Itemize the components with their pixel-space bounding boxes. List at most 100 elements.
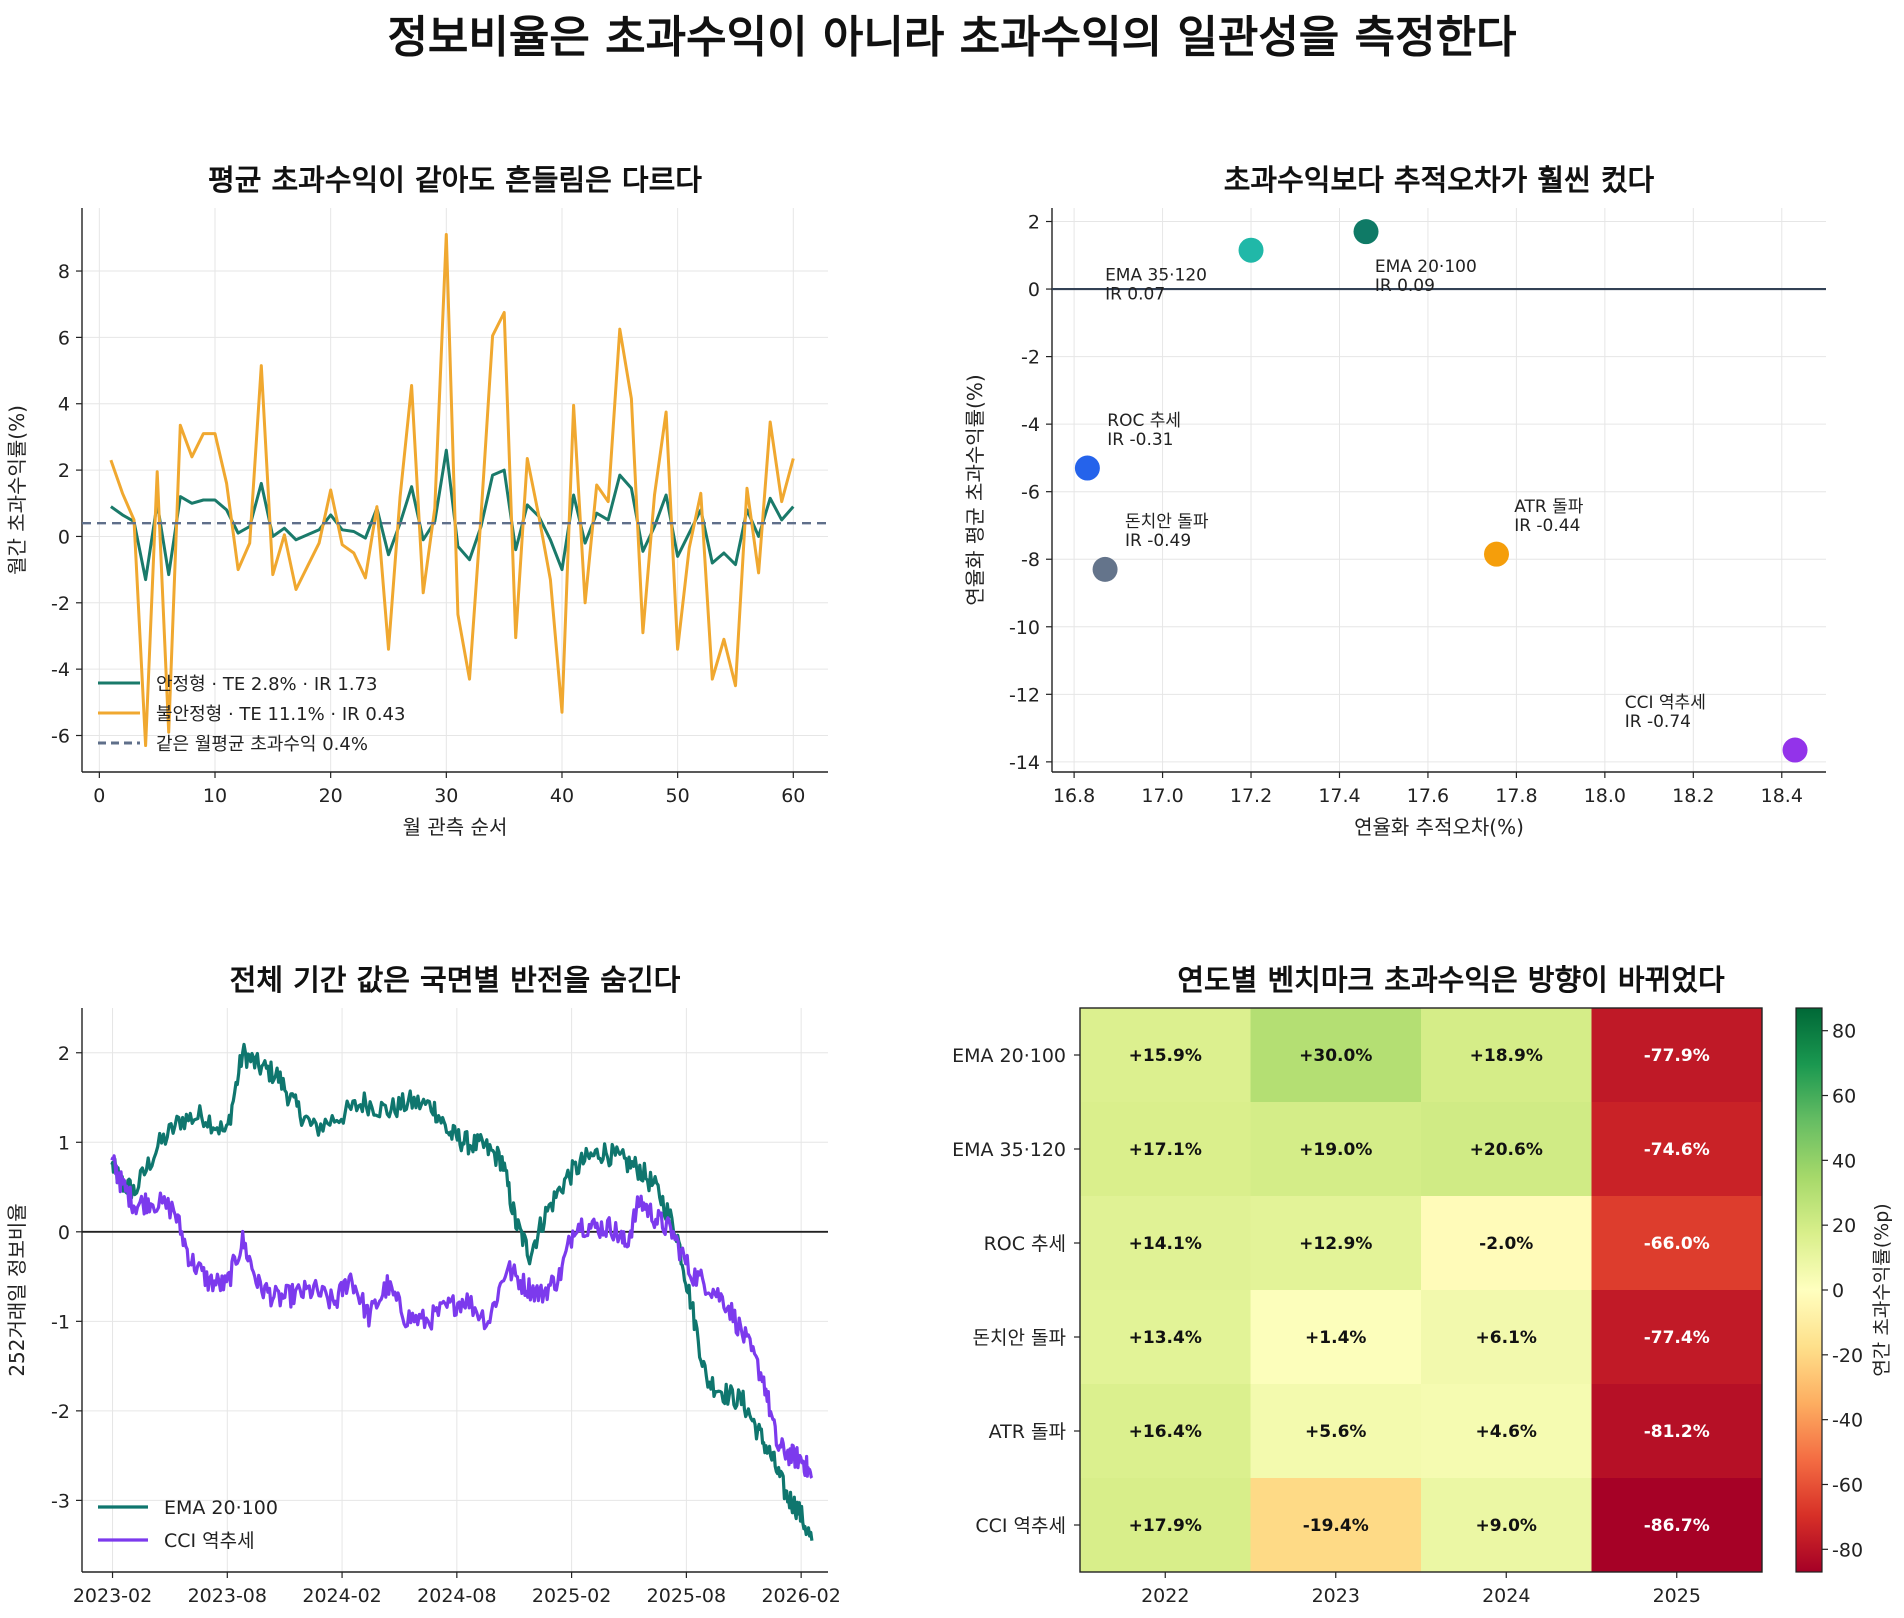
cell-value-label: +5.6% bbox=[1305, 1422, 1366, 1442]
row-label: 돈치안 돌파 bbox=[973, 1327, 1066, 1349]
series-line-ema bbox=[110, 1042, 814, 1541]
point-annotation: CCI 역추세 bbox=[1625, 693, 1706, 713]
cell-value-label: -19.4% bbox=[1303, 1516, 1369, 1536]
y-tick-label: -10 bbox=[1009, 617, 1040, 639]
heatmap-frame bbox=[1079, 1007, 1763, 1573]
legend-label: 같은 월평균 초과수익 0.4% bbox=[156, 734, 368, 755]
series-line-unstable bbox=[109, 233, 795, 747]
heatmap-cell bbox=[1250, 1290, 1422, 1385]
x-tick-label: 18.2 bbox=[1672, 785, 1714, 807]
y-axis-label: 월간 초과수익률(%) bbox=[5, 405, 29, 575]
x-tick-label: 2025-02 bbox=[532, 1585, 611, 1607]
cell-value-label: +30.0% bbox=[1299, 1046, 1372, 1066]
panel-title: 전체 기간 값은 국면별 반전을 숨긴다 bbox=[230, 963, 681, 997]
x-tick-label: 16.8 bbox=[1053, 785, 1095, 807]
x-tick-label: 18.4 bbox=[1761, 785, 1803, 807]
heatmap-cell bbox=[1421, 1008, 1592, 1103]
x-tick-label: 20 bbox=[319, 785, 343, 807]
column-label: 2024 bbox=[1482, 1585, 1530, 1607]
y-axis-label: 연율화 평균 초과수익률(%) bbox=[963, 374, 987, 605]
legend: EMA 20·100 CCI 역추세 bbox=[98, 1497, 278, 1552]
x-tick-label: 18.0 bbox=[1584, 785, 1626, 807]
heatmap-cell bbox=[1591, 1008, 1763, 1103]
heatmap-cell bbox=[1250, 1102, 1422, 1197]
row-label: EMA 20·100 bbox=[952, 1045, 1066, 1067]
y-tick-label: -4 bbox=[51, 659, 70, 681]
heatmap-cell bbox=[1250, 1384, 1422, 1479]
cell-value-label: -2.0% bbox=[1479, 1234, 1533, 1254]
point-annotation: ATR 돌파 bbox=[1514, 497, 1584, 517]
colorbar-tick-label: -40 bbox=[1832, 1410, 1863, 1432]
scatter-point bbox=[1074, 455, 1100, 481]
scatter-point bbox=[1782, 737, 1808, 763]
y-tick-label: -2 bbox=[51, 1401, 70, 1423]
cell-value-label: +6.1% bbox=[1476, 1328, 1537, 1348]
cell-value-label: -86.7% bbox=[1644, 1516, 1710, 1536]
x-tick-label: 17.4 bbox=[1318, 785, 1360, 807]
y-tick-label: 4 bbox=[58, 394, 70, 416]
legend: 안정형 · TE 2.8% · IR 1.73 불안정형 · TE 11.1% ·… bbox=[98, 674, 405, 755]
x-tick-label: 10 bbox=[203, 785, 227, 807]
point-annotation: IR -0.44 bbox=[1514, 516, 1580, 536]
heatmap-cell bbox=[1250, 1008, 1422, 1103]
heatmap-cell bbox=[1080, 1384, 1251, 1479]
cell-value-label: +12.9% bbox=[1299, 1234, 1372, 1254]
colorbar-tick-label: 60 bbox=[1832, 1086, 1856, 1108]
y-tick-label: -2 bbox=[1021, 347, 1040, 369]
point-annotation: IR -0.49 bbox=[1125, 531, 1191, 551]
heatmap-cell bbox=[1080, 1008, 1251, 1103]
y-tick-label: -6 bbox=[1021, 482, 1040, 504]
scatter-point bbox=[1092, 556, 1118, 582]
heatmap-cell bbox=[1421, 1478, 1592, 1573]
heatmap-cell bbox=[1421, 1196, 1592, 1291]
heatmap-cell bbox=[1591, 1478, 1763, 1573]
legend-label: CCI 역추세 bbox=[164, 1530, 255, 1552]
point-annotation: EMA 35·120 bbox=[1105, 266, 1207, 286]
cell-value-label: +14.1% bbox=[1129, 1234, 1202, 1254]
legend-label: EMA 20·100 bbox=[164, 1497, 278, 1519]
y-tick-label: 1 bbox=[58, 1132, 70, 1154]
cell-value-label: +13.4% bbox=[1129, 1328, 1202, 1348]
heatmap-cell bbox=[1250, 1196, 1422, 1291]
row-label: CCI 역추세 bbox=[975, 1515, 1066, 1537]
point-annotation: 돈치안 돌파 bbox=[1125, 512, 1209, 532]
point-annotation: EMA 20·100 bbox=[1375, 257, 1477, 277]
y-tick-label: -12 bbox=[1009, 684, 1040, 706]
heatmap-cell bbox=[1421, 1384, 1592, 1479]
colorbar-label: 연간 초과수익률(%p) bbox=[1871, 1203, 1893, 1376]
x-tick-label: 17.8 bbox=[1495, 785, 1537, 807]
colorbar-tick-label: 40 bbox=[1832, 1150, 1856, 1172]
legend-label: 불안정형 · TE 11.1% · IR 0.43 bbox=[156, 704, 405, 725]
y-tick-label: -6 bbox=[51, 726, 70, 748]
x-tick-label: 30 bbox=[434, 785, 458, 807]
column-label: 2025 bbox=[1653, 1585, 1701, 1607]
legend-label: 안정형 · TE 2.8% · IR 1.73 bbox=[156, 674, 377, 695]
x-axis-label: 연율화 추적오차(%) bbox=[1354, 815, 1524, 839]
y-tick-label: 2 bbox=[1028, 212, 1040, 234]
heatmap-cell bbox=[1080, 1196, 1251, 1291]
colorbar-tick-label: 0 bbox=[1832, 1280, 1844, 1302]
row-label: ROC 추세 bbox=[984, 1233, 1066, 1255]
scatter-point bbox=[1353, 219, 1379, 245]
heatmap-cell bbox=[1421, 1290, 1592, 1385]
cell-value-label: +15.9% bbox=[1129, 1046, 1202, 1066]
y-tick-label: 0 bbox=[58, 1222, 70, 1244]
colorbar-tick-label: -20 bbox=[1832, 1345, 1863, 1367]
heatmap-cell bbox=[1591, 1384, 1763, 1479]
colorbar-tick-label: -80 bbox=[1832, 1539, 1863, 1561]
panel-annual-excess-heatmap: 연도별 벤치마크 초과수익은 방향이 바뀌었다 +15.9% +30.0% +18.9… bbox=[952, 963, 1893, 1607]
y-tick-label: 6 bbox=[58, 327, 70, 349]
panel-title: 초과수익보다 추적오차가 훨씬 컸다 bbox=[1224, 163, 1655, 197]
colorbar bbox=[1795, 1007, 1823, 1573]
x-tick-label: 2023-02 bbox=[73, 1585, 152, 1607]
x-axis-label: 월 관측 순서 bbox=[403, 815, 508, 839]
cell-value-label: +17.9% bbox=[1129, 1516, 1202, 1536]
y-tick-label: -4 bbox=[1021, 414, 1040, 436]
scatter-point bbox=[1483, 541, 1509, 567]
y-tick-label: -3 bbox=[51, 1490, 70, 1512]
x-tick-label: 0 bbox=[93, 785, 105, 807]
cell-value-label: +20.6% bbox=[1470, 1140, 1543, 1160]
heatmap-cell bbox=[1250, 1478, 1422, 1573]
heatmap-cell bbox=[1421, 1102, 1592, 1197]
